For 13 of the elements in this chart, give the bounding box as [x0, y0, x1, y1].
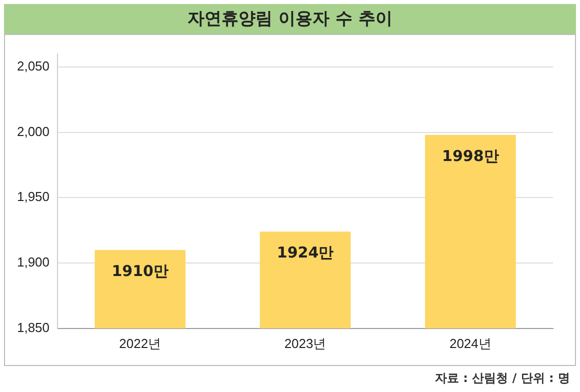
y-tick-label: 1,900: [16, 254, 50, 270]
x-tick-label: 2022년: [119, 336, 162, 351]
chart-title: 자연휴양림 이용자 수 추이: [4, 4, 576, 34]
x-tick-label: 2024년: [449, 336, 492, 351]
y-tick-label: 1,950: [16, 189, 50, 204]
y-tick-label: 2,050: [16, 58, 50, 74]
x-tick-label: 2023년: [284, 336, 326, 351]
y-tick-label: 1,850: [16, 320, 50, 335]
y-tick-label: 2,000: [16, 124, 50, 139]
data-label: 1910만: [112, 262, 168, 280]
data-label: 1998만: [442, 146, 499, 165]
text: 자료 : 산림청 / 단위 : 명: [434, 370, 570, 387]
data-label: 1924만: [276, 244, 334, 262]
